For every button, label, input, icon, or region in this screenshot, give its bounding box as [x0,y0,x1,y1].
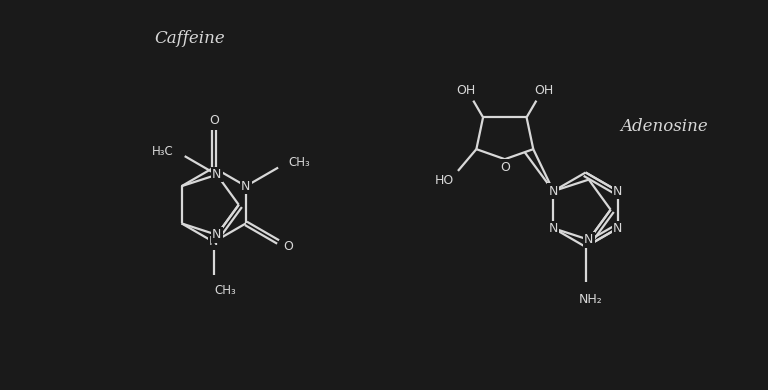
Text: Adenosine: Adenosine [620,118,708,135]
Text: H₃C: H₃C [152,145,174,158]
Text: OH: OH [456,84,475,98]
Text: N: N [613,184,623,198]
Text: N: N [548,184,558,198]
Text: Caffeine: Caffeine [154,30,224,47]
Text: HO: HO [435,174,454,187]
Text: N: N [548,222,558,235]
Text: N: N [212,168,221,181]
Text: N: N [209,236,218,248]
Text: NH₂: NH₂ [578,293,602,306]
Text: CH₃: CH₃ [289,156,310,169]
Text: N: N [241,180,250,193]
Text: N: N [584,233,594,246]
Text: O: O [500,161,510,174]
Text: O: O [283,240,293,254]
Text: N: N [212,229,221,241]
Text: N: N [613,222,623,235]
Text: OH: OH [535,84,554,98]
Text: O: O [209,114,219,127]
Text: CH₃: CH₃ [214,284,237,297]
